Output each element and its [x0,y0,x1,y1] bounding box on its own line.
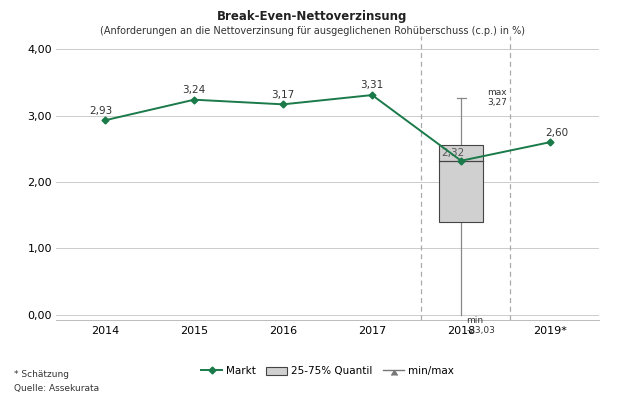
Text: Quelle: Assekurata: Quelle: Assekurata [14,384,99,393]
Text: 2,93: 2,93 [89,106,112,116]
Text: * Schätzung: * Schätzung [14,370,69,379]
Text: Break-Even-Nettoverzinsung: Break-Even-Nettoverzinsung [217,10,407,23]
Text: 3,17: 3,17 [271,90,295,100]
Legend: Markt, 25-75% Quantil, min/max: Markt, 25-75% Quantil, min/max [197,362,458,380]
Text: (Anforderungen an die Nettoverzinsung für ausgeglichenen Rohüberschuss (c.p.) in: (Anforderungen an die Nettoverzinsung fü… [99,26,525,36]
Text: max
3,27: max 3,27 [487,88,507,108]
Text: 2,32: 2,32 [442,148,465,158]
Text: 2,60: 2,60 [545,128,568,138]
Bar [439,146,484,222]
Text: 3,31: 3,31 [361,80,384,90]
Text: min
-23,03: min -23,03 [466,316,495,336]
Text: 3,24: 3,24 [182,85,206,95]
